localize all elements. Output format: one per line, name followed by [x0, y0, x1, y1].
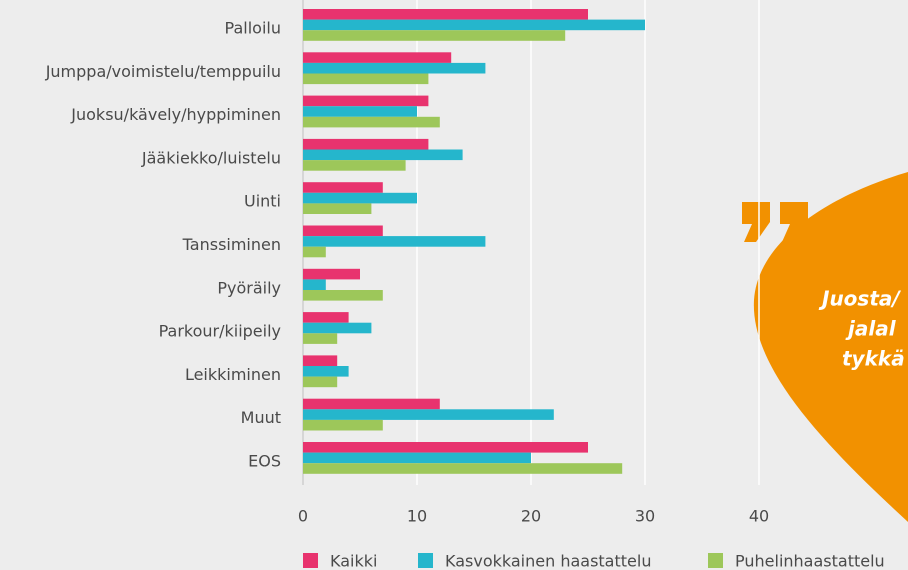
y-tick-label: Palloilu [225, 19, 281, 38]
x-tick-label: 40 [749, 507, 769, 526]
y-tick-label: Juoksu/kävely/hyppiminen [70, 105, 281, 124]
legend-label: Puhelinhaastattelu [735, 552, 885, 570]
quote-text: Juosta/ [818, 287, 901, 311]
bar [303, 19, 645, 31]
bar [303, 355, 338, 366]
bar [303, 398, 440, 410]
bar [303, 73, 429, 85]
y-tick-label: Jumppa/voimistelu/temppuilu [45, 62, 281, 81]
legend-label: Kasvokkainen haastattelu [445, 552, 651, 570]
bar [303, 225, 383, 237]
bar [303, 160, 406, 171]
quote-mark [780, 202, 808, 242]
bar [303, 192, 417, 204]
x-tick-label: 10 [407, 507, 427, 526]
bar [303, 463, 623, 474]
bar [303, 9, 588, 20]
x-tick-label: 20 [521, 507, 541, 526]
bar [303, 279, 326, 290]
bar [303, 268, 360, 280]
bar [303, 138, 429, 150]
quote-text: jalal [845, 317, 897, 341]
bar [303, 333, 338, 344]
bar [303, 246, 326, 258]
x-tick-label: 30 [635, 507, 655, 526]
quote-mark [742, 202, 770, 242]
bar [303, 419, 383, 431]
bar [303, 452, 531, 464]
bar [303, 236, 486, 247]
legend-swatch [418, 553, 433, 568]
bar [303, 442, 588, 453]
quote-text: tykkä [842, 347, 905, 371]
bar [303, 203, 372, 214]
y-tick-label: Leikkiminen [185, 365, 281, 384]
bar [303, 30, 566, 41]
y-tick-label: Parkour/kiipeily [159, 322, 281, 341]
legend-label: Kaikki [330, 552, 377, 570]
bar [303, 149, 463, 161]
x-tick-label: 0 [298, 507, 308, 526]
legend-swatch [303, 553, 318, 568]
y-tick-label: EOS [248, 452, 281, 471]
bar [303, 52, 452, 63]
bar [303, 106, 417, 117]
y-tick-label: Uinti [244, 192, 281, 211]
y-tick-label: Tanssiminen [182, 235, 281, 254]
y-tick-label: Jääkiekko/luistelu [141, 148, 281, 167]
legend-swatch [708, 553, 723, 568]
bar [303, 182, 383, 193]
bar [303, 366, 349, 377]
bar [303, 290, 383, 301]
y-tick-label: Pyöräily [217, 278, 281, 297]
bar [303, 95, 429, 107]
bar [303, 409, 554, 420]
bar [303, 322, 372, 334]
quote-blob [753, 172, 908, 522]
bar [303, 62, 486, 74]
bar [303, 312, 349, 323]
bar [303, 116, 440, 128]
bar [303, 376, 338, 388]
y-tick-label: Muut [241, 408, 281, 427]
